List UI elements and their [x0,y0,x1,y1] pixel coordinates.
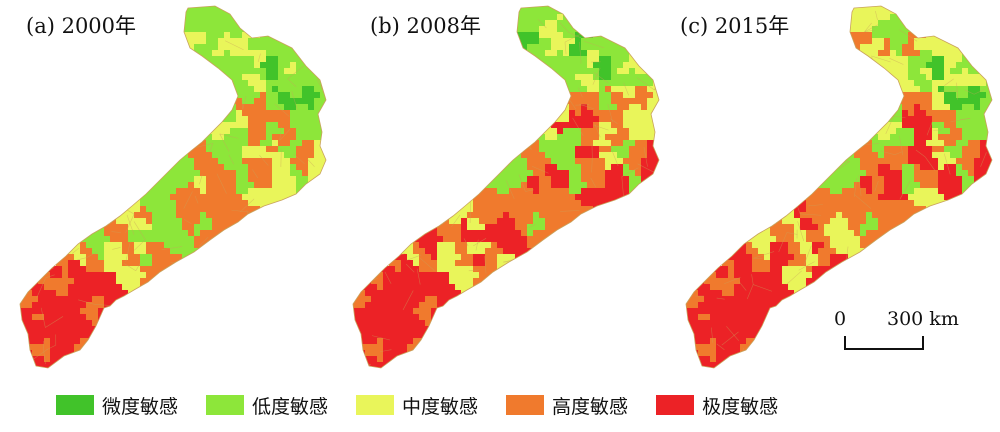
legend-label: 中度敏感 [402,395,479,418]
legend: 微度敏感 低度敏感 中度敏感 高度敏感 极度敏感 [56,390,876,420]
legend-swatch [656,395,695,415]
region-outline [685,5,993,369]
sensitivity-map-2008 [352,5,660,369]
map-panel-2015: (c) 2015年 [666,0,996,380]
panel-title: (a) 2000年 [26,14,137,38]
county-regions [20,6,326,368]
scale-bar: 0 300 km [834,308,959,353]
region-outline [352,5,660,369]
legend-swatch [506,395,545,415]
map-panel-2000: (a) 2000年 [0,0,330,380]
scale-bar-distance-label: 300 km [887,308,959,330]
legend-item-extreme: 极度敏感 [656,392,786,419]
region-outline [19,5,327,369]
legend-item-medium: 中度敏感 [356,392,486,419]
county-boundaries [695,10,987,364]
county-boundaries [31,40,326,364]
legend-swatch [206,395,245,415]
legend-label: 低度敏感 [252,395,329,418]
legend-item-low: 低度敏感 [206,392,336,419]
sensitivity-map-2015 [685,5,993,369]
county-regions [353,6,659,368]
panel-title: (c) 2015年 [680,14,790,38]
legend-label: 极度敏感 [702,395,779,418]
scale-bar-line [844,336,924,350]
legend-swatch [56,395,94,415]
scale-bar-zero-label: 0 [834,308,847,330]
sensitivity-map-2000 [19,5,327,369]
legend-swatch [356,395,395,415]
legend-label: 微度敏感 [102,395,179,418]
map-panel-2008: (b) 2008年 [333,0,663,380]
legend-item-high: 高度敏感 [506,392,636,419]
legend-item-slight: 微度敏感 [56,392,186,419]
legend-label: 高度敏感 [552,395,629,418]
panel-title: (b) 2008年 [370,14,481,38]
